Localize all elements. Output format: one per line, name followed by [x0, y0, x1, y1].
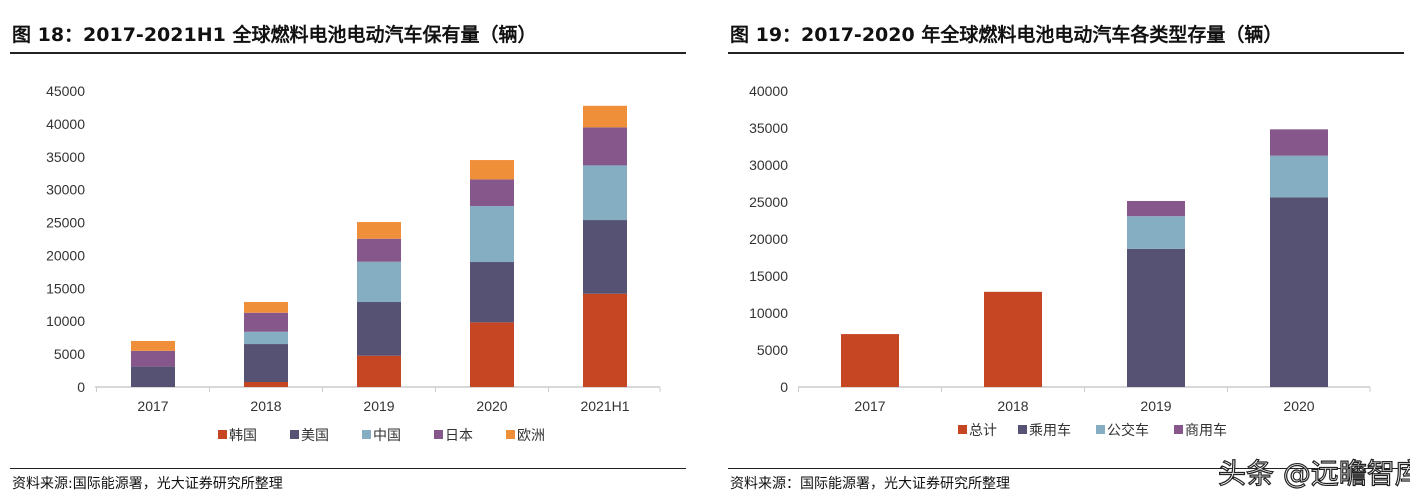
x-tick-label: 2020 — [476, 398, 507, 414]
legend-label: 美国 — [301, 428, 329, 444]
bar-segment-日本-2018 — [244, 312, 288, 332]
bar-segment-欧洲-2019 — [357, 222, 401, 239]
source-divider — [728, 468, 1404, 469]
legend-label: 乘用车 — [1029, 422, 1071, 439]
y-tick-label: 15000 — [749, 268, 788, 284]
bar-segment-日本-2019 — [357, 238, 401, 262]
bar-segment-公交车-2020 — [1270, 155, 1328, 198]
bar-segment-美国-2020 — [470, 262, 514, 323]
y-tick-label: 30000 — [749, 157, 788, 173]
legend-swatch-中国 — [362, 430, 371, 439]
legend-swatch-乘用车 — [1018, 425, 1027, 434]
bar-segment-商用车-2020 — [1270, 129, 1328, 156]
x-tick-label: 2019 — [363, 398, 394, 414]
bar-segment-日本-2020 — [470, 179, 514, 207]
legend-label: 欧洲 — [517, 428, 545, 444]
bar-segment-乘用车-2019 — [1127, 248, 1185, 387]
y-tick-label: 5000 — [757, 342, 788, 358]
bar-segment-韩国-2020 — [470, 322, 514, 387]
bar-segment-公交车-2019 — [1127, 216, 1185, 249]
bar-segment-美国-2019 — [357, 302, 401, 356]
bar-segment-中国-2018 — [244, 331, 288, 345]
bar-segment-中国-2021H1 — [583, 165, 627, 221]
bar-segment-韩国-2021H1 — [583, 293, 627, 387]
x-tick-label: 2018 — [997, 398, 1028, 414]
title-divider — [10, 52, 686, 54]
chart-19-source: 资料来源：国际能源署，光大证券研究所整理 — [730, 476, 1010, 492]
bar-segment-欧洲-2020 — [470, 160, 514, 180]
y-tick-label: 20000 — [46, 247, 85, 263]
y-tick-label: 40000 — [46, 116, 85, 132]
legend-label: 中国 — [373, 428, 401, 444]
bar-segment-欧洲-2017 — [131, 340, 175, 351]
legend-label: 日本 — [445, 428, 473, 444]
y-tick-label: 20000 — [749, 231, 788, 247]
x-tick-label: 2020 — [1283, 398, 1314, 414]
legend-label: 商用车 — [1185, 422, 1227, 439]
y-tick-label: 25000 — [46, 215, 85, 231]
title-divider — [728, 52, 1404, 54]
chart-19-title: 图 19：2017-2020 年全球燃料电池电动汽车各类型存量（辆） — [730, 24, 1283, 46]
x-tick-label: 2017 — [137, 398, 168, 414]
bar-segment-韩国-2018 — [244, 382, 288, 387]
bar-segment-乘用车-2020 — [1270, 197, 1328, 387]
bar-segment-中国-2019 — [357, 261, 401, 303]
bar-segment-日本-2021H1 — [583, 127, 627, 166]
bar-segment-总计-2018 — [984, 291, 1042, 387]
legend-label: 韩国 — [229, 428, 257, 444]
y-tick-label: 45000 — [46, 83, 85, 99]
y-tick-label: 40000 — [749, 83, 788, 99]
legend-swatch-美国 — [290, 430, 299, 439]
y-tick-label: 35000 — [46, 149, 85, 165]
source-divider — [10, 468, 686, 469]
legend-swatch-总计 — [958, 425, 967, 434]
y-tick-label: 10000 — [46, 313, 85, 329]
bar-segment-欧洲-2021H1 — [583, 105, 627, 128]
bar-segment-商用车-2019 — [1127, 200, 1185, 217]
chart-18-title: 图 18：2017-2021H1 全球燃料电池电动汽车保有量（辆） — [12, 24, 537, 46]
bar-segment-美国-2017 — [131, 366, 175, 387]
legend-label: 公交车 — [1107, 422, 1149, 439]
legend-swatch-欧洲 — [506, 430, 515, 439]
chart-18-source: 资料来源:国际能源署，光大证券研究所整理 — [12, 476, 283, 492]
bar-segment-美国-2018 — [244, 344, 288, 383]
y-tick-label: 35000 — [749, 120, 788, 136]
y-tick-label: 0 — [780, 379, 788, 395]
x-tick-label: 2021H1 — [580, 398, 629, 414]
x-tick-label: 2019 — [1140, 398, 1171, 414]
y-tick-label: 0 — [77, 379, 85, 395]
y-tick-label: 10000 — [749, 305, 788, 321]
x-tick-label: 2017 — [854, 398, 885, 414]
x-tick-label: 2018 — [250, 398, 281, 414]
watermark: 头条 @远瞻智库 — [1217, 456, 1410, 490]
bar-segment-韩国-2019 — [357, 355, 401, 387]
bar-segment-总计-2017 — [841, 334, 899, 387]
legend-swatch-商用车 — [1174, 425, 1183, 434]
y-tick-label: 25000 — [749, 194, 788, 210]
legend-label: 总计 — [969, 423, 997, 439]
legend-swatch-公交车 — [1096, 425, 1105, 434]
y-tick-label: 5000 — [54, 346, 85, 362]
y-tick-label: 15000 — [46, 280, 85, 296]
bar-segment-美国-2021H1 — [583, 220, 627, 294]
bar-segment-日本-2017 — [131, 350, 175, 367]
bar-segment-中国-2020 — [470, 206, 514, 263]
bar-segment-欧洲-2018 — [244, 302, 288, 313]
legend-swatch-韩国 — [218, 430, 227, 439]
y-tick-label: 30000 — [46, 182, 85, 198]
legend-swatch-日本 — [434, 430, 443, 439]
